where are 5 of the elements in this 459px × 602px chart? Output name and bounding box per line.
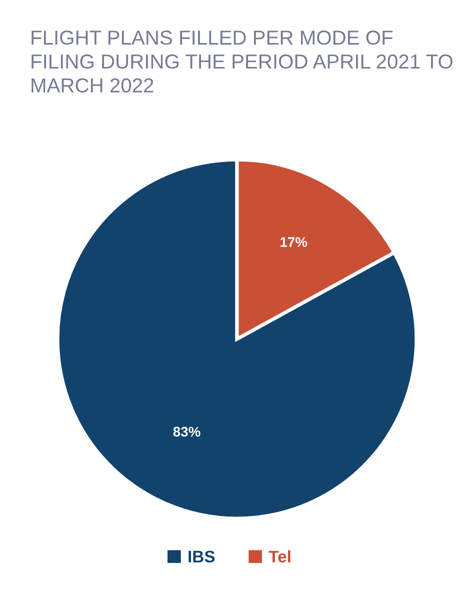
- legend-label: Tel: [268, 550, 290, 563]
- legend-label: IBS: [188, 550, 215, 563]
- chart-title: FLIGHT PLANS FILLED PER MODE OF FILING DURING THE PERIOD APRIL 2021 TO MARCH 2022: [32, 30, 452, 93]
- data-label: 83%: [173, 426, 200, 437]
- data-label: 17%: [280, 237, 308, 247]
